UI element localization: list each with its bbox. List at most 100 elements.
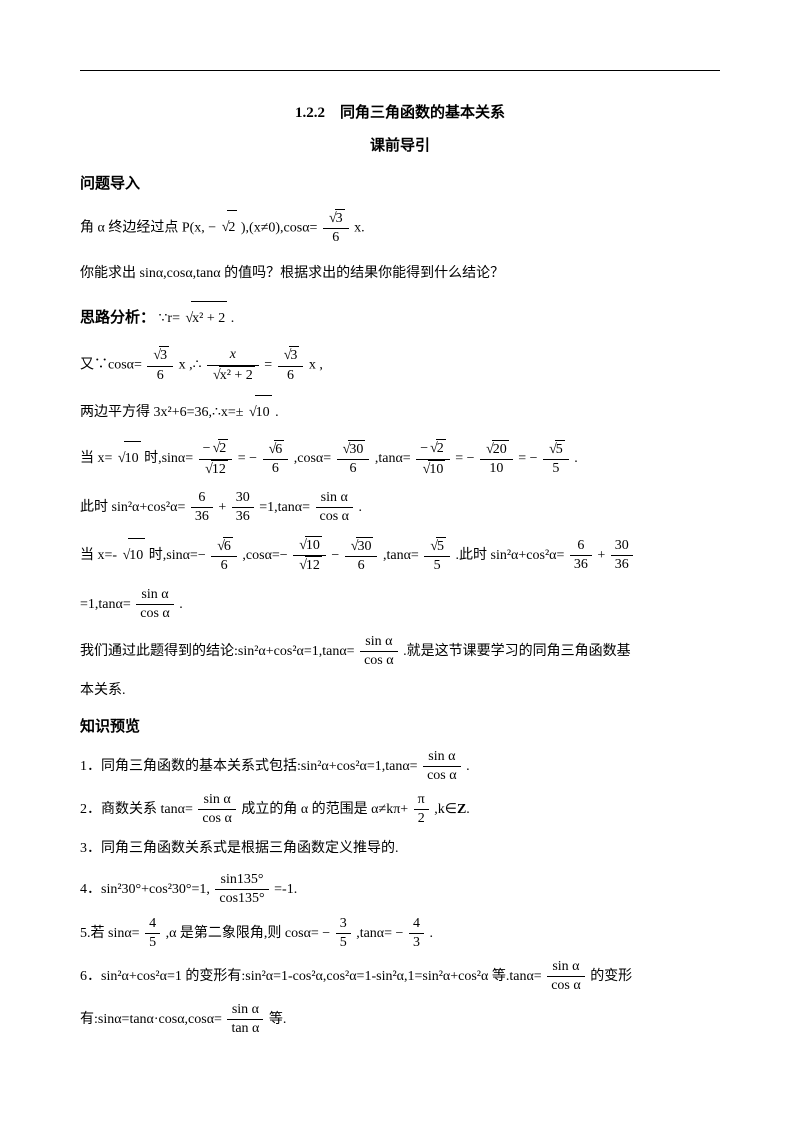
rad: 30 (356, 537, 373, 556)
text: ,tanα= (383, 548, 419, 563)
rad: 10 (428, 460, 445, 479)
den: 5 (336, 934, 351, 952)
section-preview-head: 知识预览 (80, 713, 720, 742)
text: 6．sin²α+cos²α=1 的变形有:sin²α=1-cos²α,cos²α… (80, 969, 542, 984)
num: 3 (278, 346, 304, 366)
den: 36 (570, 556, 592, 574)
text: 5.若 sinα= (80, 925, 140, 940)
num: 4 (145, 915, 160, 934)
frac: 6 6 (263, 440, 289, 478)
text: x , (309, 358, 323, 373)
num: sin α (360, 633, 398, 652)
frac-sqrt3-6: 3 6 (323, 209, 349, 247)
den: 6 (263, 460, 289, 478)
rad: 10 (305, 536, 322, 555)
analysis-conclusion-2: 本关系. (80, 676, 720, 707)
text: = − (238, 451, 257, 466)
den: 2 (414, 810, 429, 828)
rad: x² + 2 (219, 366, 255, 385)
num: −2 (199, 439, 233, 459)
frac-sin-cos: sin α cos α (547, 958, 585, 995)
text: 时,sinα=− (149, 548, 206, 563)
section-analysis-head: 思路分析： (80, 310, 155, 326)
italic-x: x (230, 347, 236, 362)
text: ,α 是第二象限角,则 cosα= − (166, 925, 331, 940)
sqrt: 6 (215, 537, 233, 556)
num: 6 (191, 489, 213, 508)
text: . (574, 451, 578, 466)
sqrt: 5 (428, 537, 446, 556)
problem-line-2: 你能求出 sinα,cosα,tanα 的值吗？根据求出的结果你能得到什么结论？ (80, 257, 720, 291)
text: . (359, 500, 363, 515)
problem-line-1: 角 α 终边经过点 P(x, − 2 ),(x≠0),cosα= 3 6 x. (80, 209, 720, 247)
num: π (414, 791, 429, 810)
preview-item-5: 5.若 sinα= 4 5 ,α 是第二象限角,则 cosα= − 3 5 ,t… (80, 915, 720, 952)
preview-item-2: 2．商数关系 tanα= sin α cos α 成立的角 α 的范围是 α≠k… (80, 791, 720, 828)
frac-sin-cos: sin α cos α (316, 489, 354, 526)
text: ,cosα= (294, 451, 331, 466)
den: cos α (423, 767, 461, 785)
text: 有:sinα=tanα·cosα,cosα= (80, 1012, 222, 1027)
frac-sin-cos: sin α cos α (423, 748, 461, 785)
rad: 5 (555, 440, 565, 459)
text: x ,∴ (179, 358, 202, 373)
frac: 20 10 (480, 440, 513, 478)
preview-item-6b: 有:sinα=tanα·cosα,cosα= sin α tan α 等. (80, 1001, 720, 1038)
analysis-line-2: 又∵cosα= 3 6 x ,∴ x x² + 2 = 3 6 x , (80, 346, 720, 384)
analysis-line-3: 两边平方得 3x²+6=36,∴x=± 10 . (80, 395, 720, 430)
doc-title: 1.2.2 同角三角函数的基本关系 (80, 99, 720, 128)
frac: 6 36 (570, 537, 592, 574)
rad: 2 (218, 439, 228, 458)
num: sin α (136, 586, 174, 605)
den: cos α (316, 508, 354, 526)
text: ,k∈ (434, 802, 457, 817)
sqrt: 12 (203, 460, 228, 479)
num: 10 (293, 536, 326, 556)
text: 2．商数关系 tanα= (80, 802, 193, 817)
rad: 20 (492, 440, 509, 459)
frac: 10 12 (293, 536, 326, 575)
den: 6 (323, 229, 349, 247)
sqrt: 3 (151, 346, 169, 365)
sqrt: 30 (341, 440, 366, 459)
sqrt-2: 2 (220, 210, 238, 245)
text: 当 x= (80, 451, 112, 466)
num: 30 (232, 489, 254, 508)
frac-sin-tan: sin α tan α (227, 1001, 263, 1038)
doc-subtitle: 课前导引 (80, 132, 720, 161)
rad: 3 (289, 346, 299, 365)
den: 36 (191, 508, 213, 526)
set-z: Z (457, 802, 466, 817)
analysis-conclusion: 我们通过此题得到的结论:sin²α+cos²α=1,tanα= sin α co… (80, 633, 720, 670)
num: sin135° (215, 871, 268, 890)
text: = − (455, 451, 474, 466)
preview-item-3: 3．同角三角函数关系式是根据三角函数定义推导的. (80, 834, 720, 865)
rad: 10 (128, 538, 145, 573)
num: 30 (345, 537, 378, 557)
den: cos α (547, 977, 585, 995)
num: 30 (337, 440, 370, 460)
den: 36 (232, 508, 254, 526)
frac-sin-cos: sin α cos α (198, 791, 236, 828)
rad: 3 (159, 346, 169, 365)
text: 角 α 终边经过点 P(x, − (80, 220, 216, 235)
text: 我们通过此题得到的结论:sin²α+cos²α=1,tanα= (80, 644, 355, 659)
sqrt-x2p2: x² + 2 (183, 301, 227, 336)
den: 5 (424, 557, 450, 575)
num: −2 (416, 439, 450, 459)
frac: 5 5 (424, 537, 450, 575)
sqrt: 30 (349, 537, 374, 556)
rad: 5 (436, 537, 446, 556)
text: 两边平方得 3x²+6=36,∴x=± (80, 405, 243, 420)
text: . (231, 311, 235, 326)
frac-pi-2: π 2 (414, 791, 429, 828)
num: 3 (147, 346, 173, 366)
den: x² + 2 (207, 366, 259, 385)
analysis-line-5: 此时 sin²α+cos²α= 6 36 + 30 36 =1,tanα= si… (80, 489, 720, 526)
frac: 4 5 (145, 915, 160, 952)
num: 20 (480, 440, 513, 460)
sqrt-10: 10 (247, 395, 272, 430)
top-rule (80, 70, 720, 71)
text: + (218, 500, 229, 515)
rad: 6 (223, 537, 233, 556)
